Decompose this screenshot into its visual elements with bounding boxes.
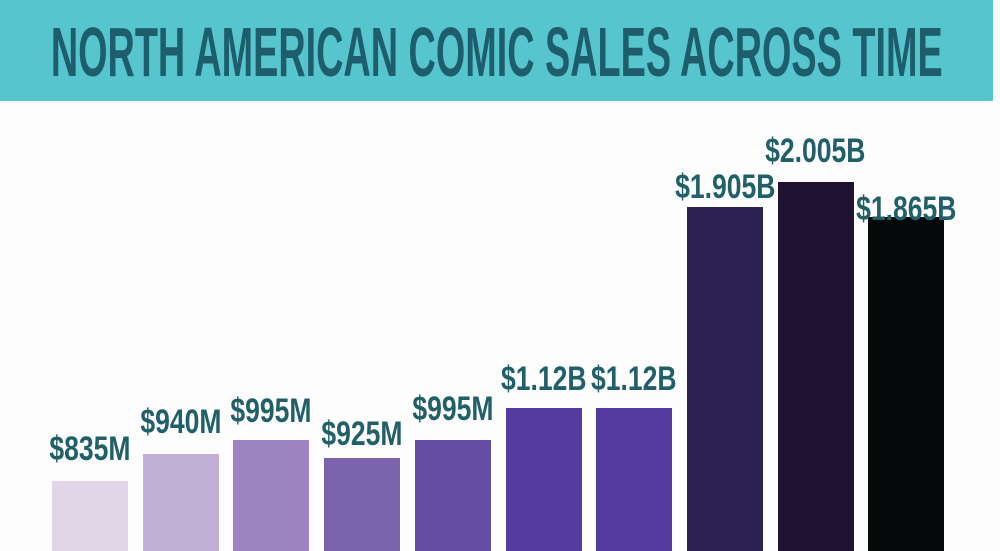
bar-value-label: $925M bbox=[321, 414, 403, 453]
bar-value-label: $995M bbox=[230, 391, 312, 430]
bar bbox=[142, 453, 219, 551]
bar-value-label: $1.905B bbox=[674, 168, 776, 207]
bar-value-label: $1.865B bbox=[856, 190, 957, 229]
bar bbox=[686, 207, 763, 551]
bar bbox=[52, 480, 128, 551]
bar bbox=[505, 407, 582, 551]
bar bbox=[414, 439, 491, 551]
bar-value-label: $2.005B bbox=[765, 131, 866, 170]
bar-value-label: $1.12B bbox=[500, 359, 587, 398]
chart-title: NORTH AMERICAN COMIC SALES ACROSS TIME bbox=[50, 13, 943, 91]
bar-value-label: $940M bbox=[140, 402, 222, 441]
bar-value-label: $995M bbox=[412, 389, 494, 428]
bar bbox=[596, 407, 673, 551]
bar-value-label: $835M bbox=[49, 429, 131, 468]
bar bbox=[324, 457, 401, 551]
bar bbox=[233, 439, 310, 551]
title-banner: NORTH AMERICAN COMIC SALES ACROSS TIME bbox=[0, 0, 993, 101]
bar bbox=[868, 217, 945, 551]
bar bbox=[777, 181, 854, 551]
bar-value-label: $1.12B bbox=[591, 359, 677, 398]
